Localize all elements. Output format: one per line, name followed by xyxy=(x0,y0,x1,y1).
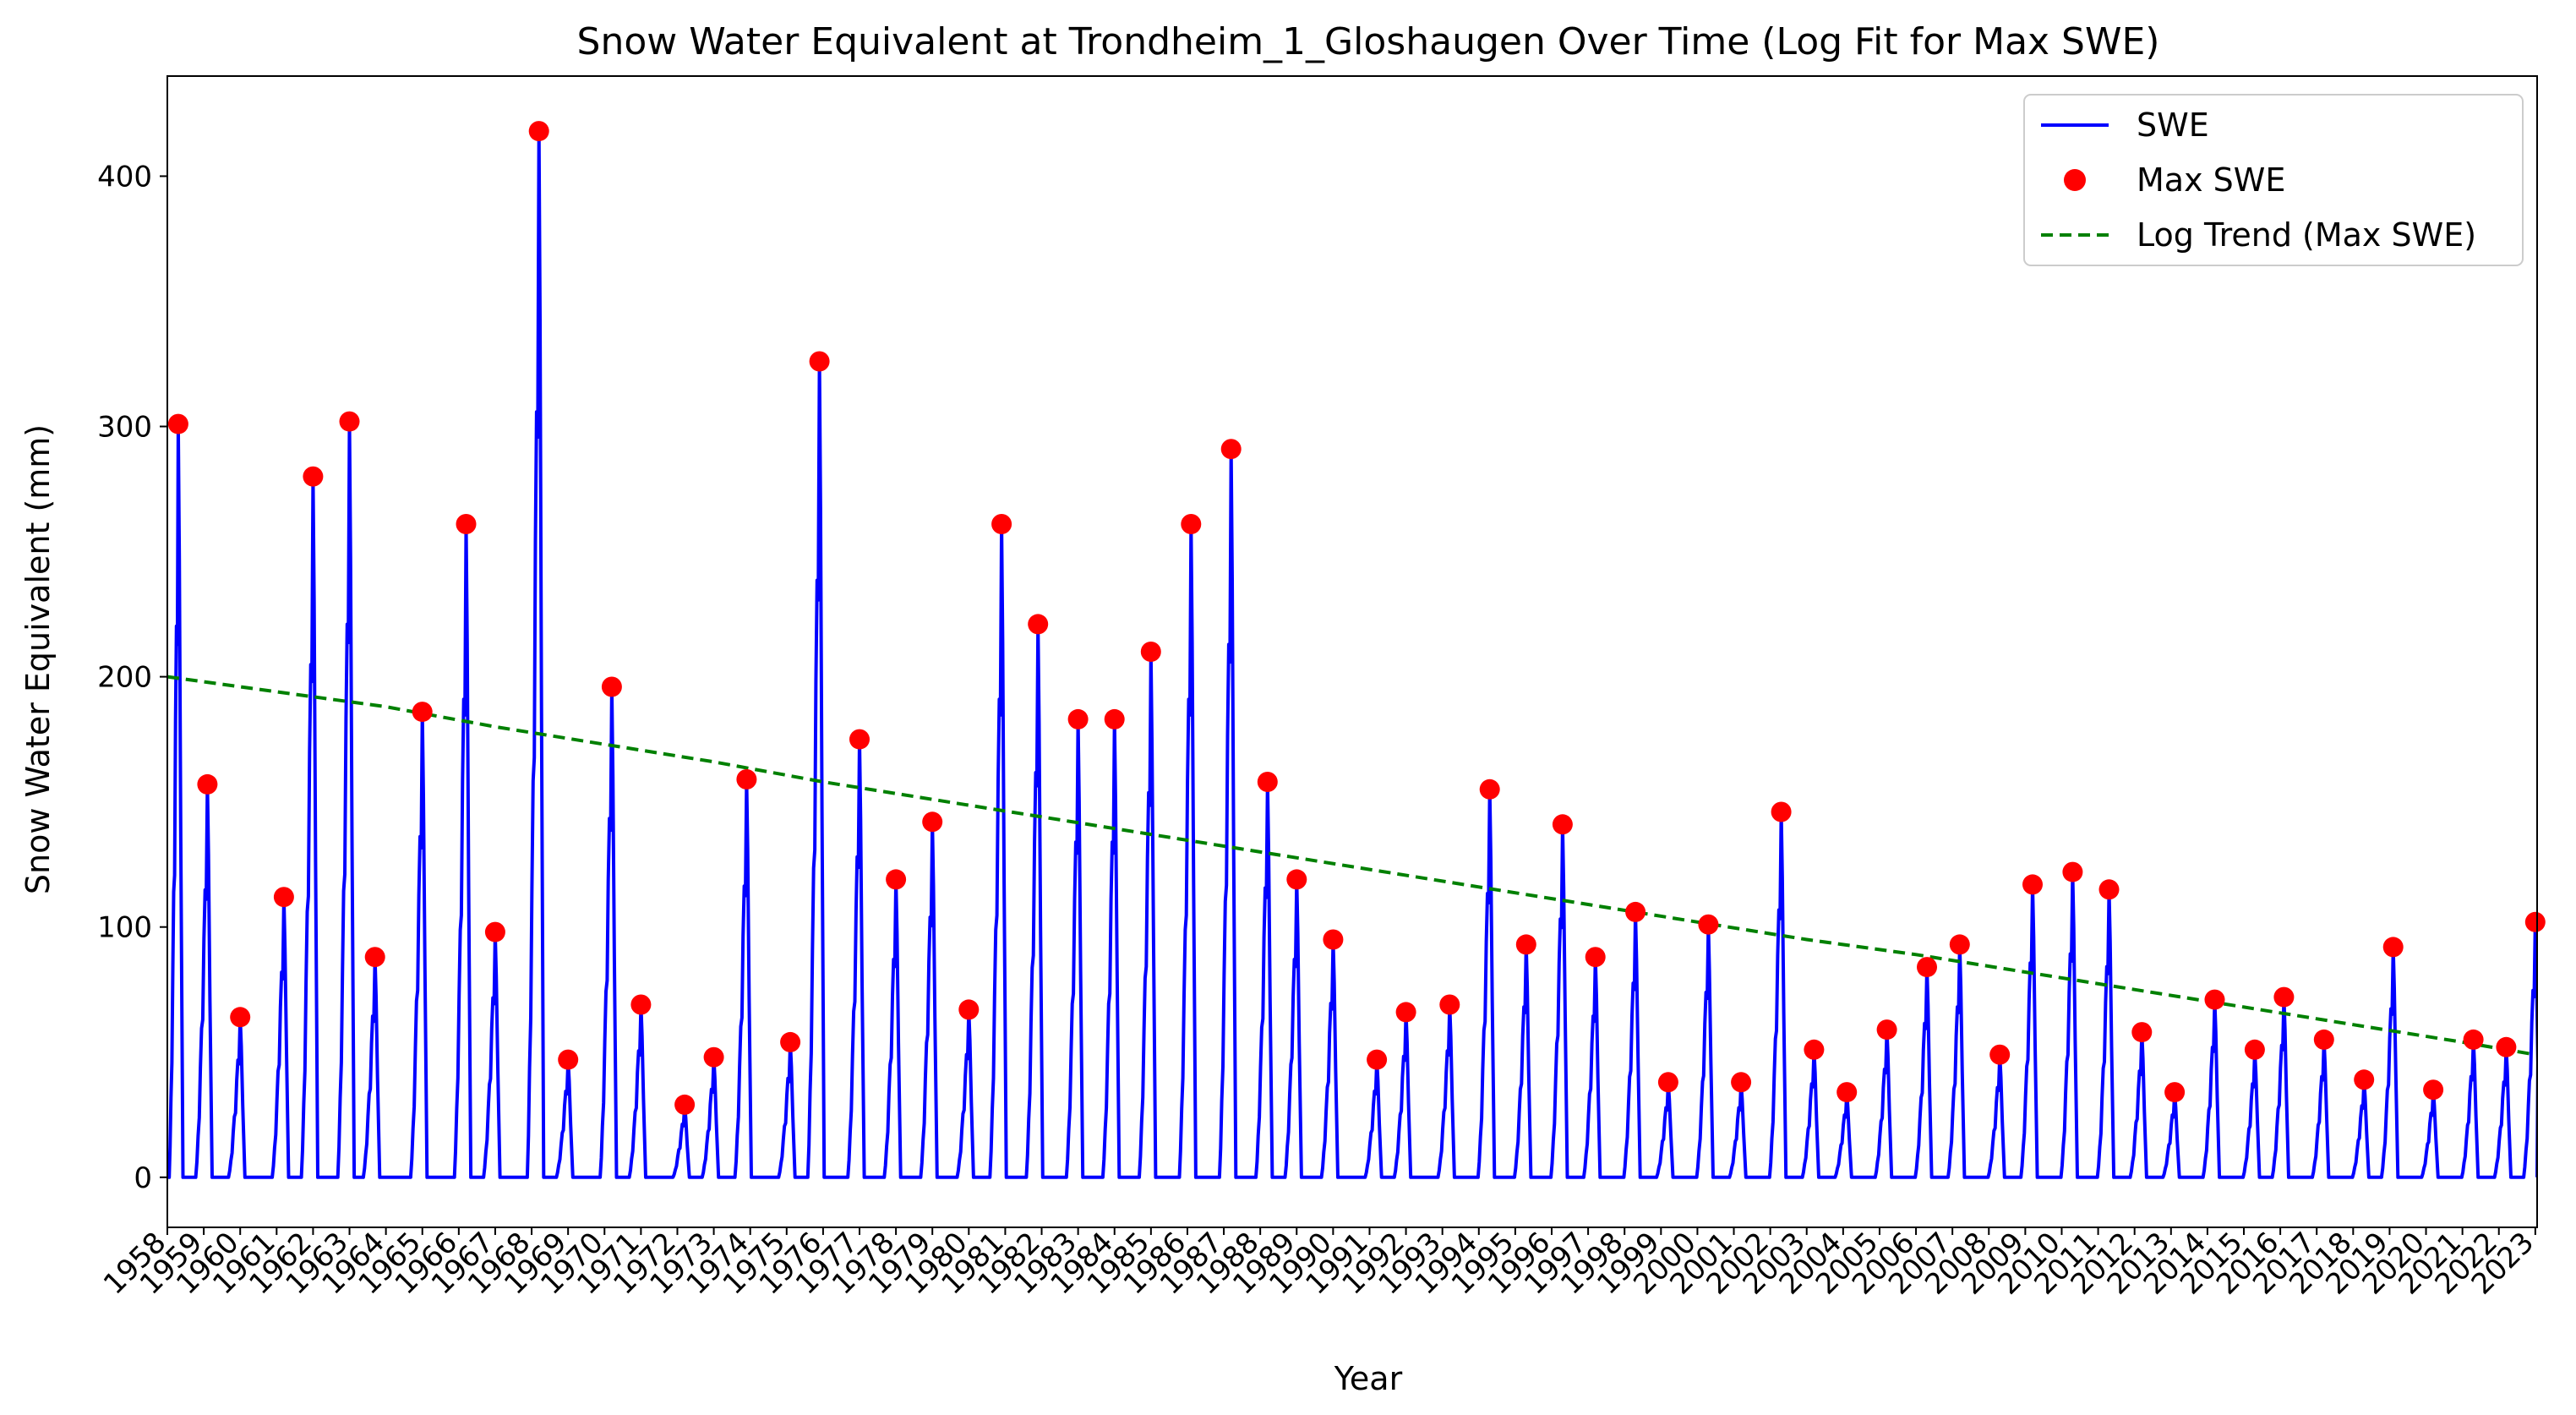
legend-box xyxy=(2023,94,2524,266)
max-swe-point xyxy=(2423,1079,2444,1101)
max-swe-point xyxy=(1220,439,1242,460)
max-swe-point xyxy=(1181,514,1202,534)
max-swe-point xyxy=(197,773,218,795)
max-swe-point xyxy=(2131,1022,2153,1043)
max-swe-point xyxy=(1731,1072,1752,1093)
max-swe-point xyxy=(1439,994,1460,1015)
max-swe-point xyxy=(2062,861,2083,882)
max-swe-point xyxy=(2164,1082,2186,1103)
max-swe-point xyxy=(1698,914,1719,935)
max-swe-point xyxy=(1585,947,1606,968)
max-swe-point xyxy=(1104,708,1125,729)
y-tick-label: 300 xyxy=(97,411,152,445)
max-swe-point xyxy=(736,769,757,789)
chart-title: Snow Water Equivalent at Trondheim_1_Glo… xyxy=(577,20,2160,63)
max-swe-point xyxy=(528,121,549,142)
max-swe-point xyxy=(886,869,907,890)
max-swe-point xyxy=(1836,1082,1858,1103)
legend-label-trend: Log Trend (Max SWE) xyxy=(2137,216,2476,254)
max-swe-point xyxy=(303,466,324,487)
max-swe-point xyxy=(558,1049,579,1070)
max-swe-point xyxy=(1028,614,1049,635)
max-swe-point xyxy=(230,1007,251,1028)
max-swe-point xyxy=(922,811,943,833)
max-swe-point xyxy=(2382,937,2404,958)
max-swe-point xyxy=(364,947,385,968)
y-axis-label: Snow Water Equivalent (mm) xyxy=(19,424,57,894)
y-tick-label: 100 xyxy=(97,911,152,945)
max-swe-point xyxy=(1989,1044,2011,1065)
max-swe-point xyxy=(674,1094,696,1115)
max-swe-point xyxy=(1395,1002,1416,1023)
max-swe-point xyxy=(703,1046,724,1068)
legend-label-max: Max SWE xyxy=(2137,161,2285,199)
max-swe-point xyxy=(630,994,652,1015)
swe-series-line xyxy=(167,129,2537,1179)
legend-max-swatch xyxy=(2064,169,2086,191)
max-swe-point xyxy=(1804,1039,1825,1060)
max-swe-point xyxy=(1257,772,1278,792)
x-axis-label: Year xyxy=(1334,1360,1403,1397)
max-swe-point xyxy=(1552,814,1573,835)
max-swe-point xyxy=(1949,934,1970,955)
legend-label-swe: SWE xyxy=(2137,107,2209,144)
max-swe-point xyxy=(456,514,477,534)
max-swe-point xyxy=(958,999,980,1020)
max-swe-point xyxy=(339,411,360,432)
log-trend-line xyxy=(166,675,2536,1057)
max-swe-point xyxy=(1367,1049,1388,1070)
max-swe-point xyxy=(780,1031,801,1052)
max-swe-point xyxy=(601,676,622,697)
y-tick-label: 400 xyxy=(97,160,152,194)
legend: SWE Max SWE Log Trend (Max SWE) xyxy=(2023,94,2524,266)
plot-frame xyxy=(166,75,2538,1228)
max-swe-point xyxy=(2524,911,2546,932)
max-swe-point xyxy=(273,887,294,908)
max-swe-point xyxy=(809,351,830,372)
max-swe-point xyxy=(412,702,433,723)
max-swe-point xyxy=(1771,801,1792,822)
max-swe-point xyxy=(2463,1029,2484,1050)
max-swe-point xyxy=(1917,957,1937,978)
max-swe-point xyxy=(1286,869,1307,890)
max-swe-point xyxy=(2273,986,2295,1008)
max-swe-point xyxy=(2204,989,2225,1010)
max-swe-point xyxy=(1067,708,1089,729)
max-swe-point xyxy=(167,413,188,434)
max-swe-point xyxy=(1323,929,1344,950)
max-swe-point xyxy=(1479,779,1500,800)
max-swe-point xyxy=(2354,1069,2375,1090)
max-swe-point xyxy=(2244,1039,2265,1060)
y-tick-label: 0 xyxy=(134,1161,152,1195)
y-tick-label: 200 xyxy=(97,661,152,695)
max-swe-point xyxy=(484,921,505,942)
max-swe-point xyxy=(849,729,870,750)
max-swe-point xyxy=(1515,934,1536,955)
max-swe-point xyxy=(2313,1029,2334,1050)
max-swe-point xyxy=(1625,901,1646,922)
max-swe-point xyxy=(2022,874,2043,895)
max-swe-point xyxy=(1657,1072,1678,1093)
max-swe-point xyxy=(991,514,1012,534)
max-swe-point xyxy=(1140,642,1161,662)
max-swe-point xyxy=(2098,879,2120,900)
max-swe-point xyxy=(1876,1019,1897,1041)
max-swe-point xyxy=(2496,1036,2517,1057)
